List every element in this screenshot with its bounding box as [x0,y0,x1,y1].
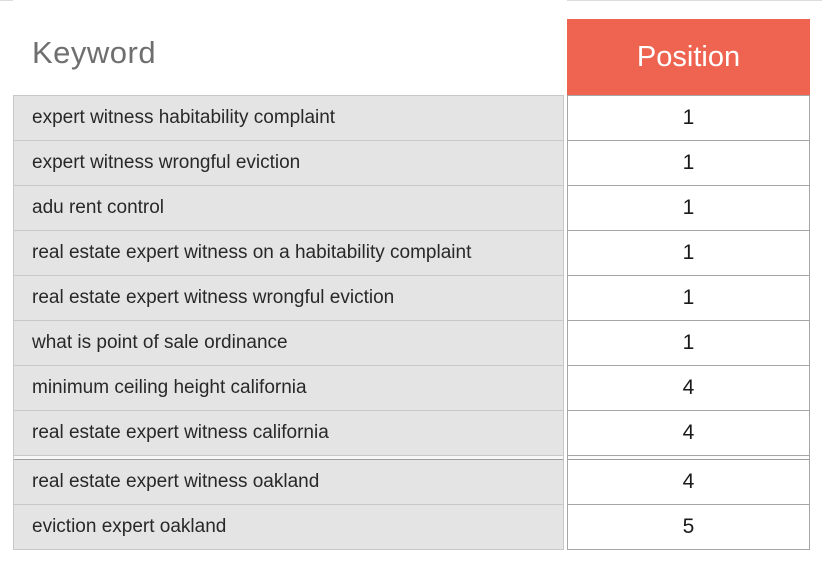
position-cell: 1 [568,96,809,141]
position-cell: 1 [568,231,809,276]
keyword-cell: expert witness wrongful eviction [14,141,563,186]
position-cell: 1 [568,321,809,366]
keyword-cell: expert witness habitability complaint [14,96,563,141]
keyword-column-header: Keyword [13,0,564,95]
keyword-cell: real estate expert witness on a habitabi… [14,231,563,276]
position-cell: 5 [568,505,809,550]
column-gutter [564,0,567,95]
position-cell: 4 [568,411,809,456]
position-column-header: Position [567,19,810,95]
keyword-position-table: Keyword Position expert witness habitabi… [13,0,810,550]
table-body: expert witness habitability complaint ex… [13,95,810,550]
position-cell: 1 [568,141,809,186]
position-column: 1 1 1 1 1 1 4 4 4 5 [567,95,810,550]
keyword-cell: adu rent control [14,186,563,231]
keyword-cell: minimum ceiling height california [14,366,563,411]
table-header-row: Keyword Position [13,0,810,95]
position-cell: 4 [568,366,809,411]
keyword-cell: real estate expert witness oakland [14,460,563,505]
keyword-cell: what is point of sale ordinance [14,321,563,366]
table-split-gap [14,456,563,460]
keyword-cell: eviction expert oakland [14,505,563,550]
keyword-column: expert witness habitability complaint ex… [13,95,564,550]
keyword-cell: real estate expert witness california [14,411,563,456]
keyword-cell: real estate expert witness wrongful evic… [14,276,563,321]
table-split-gap [568,456,809,460]
position-cell: 4 [568,460,809,505]
position-cell: 1 [568,186,809,231]
position-cell: 1 [568,276,809,321]
